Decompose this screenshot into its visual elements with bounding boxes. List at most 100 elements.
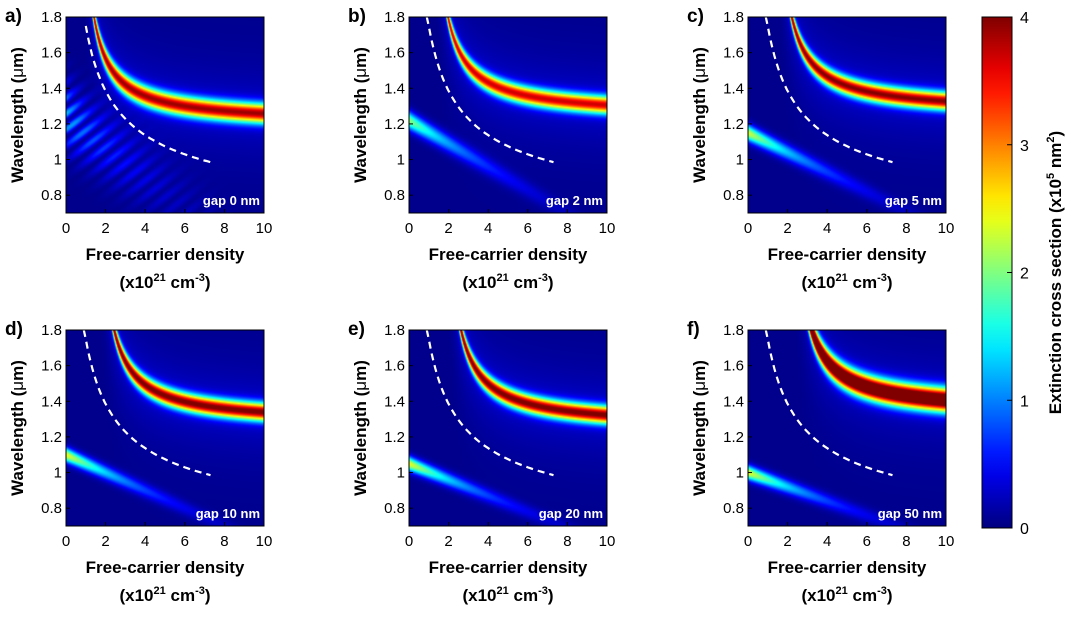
x-tick-label: 10 <box>599 533 616 550</box>
x-axis-unit-label: (x1021 cm-3) <box>801 272 892 292</box>
y-tick-label: 1.2 <box>723 116 744 133</box>
heatmap-image <box>66 330 264 526</box>
x-tick-label: 8 <box>902 220 910 237</box>
y-tick-label: 1 <box>397 465 405 482</box>
x-tick-label: 2 <box>783 220 791 237</box>
x-tick-label: 0 <box>744 533 752 550</box>
y-tick-label: 1.4 <box>384 393 405 410</box>
x-tick-label: 8 <box>902 533 910 550</box>
x-axis-unit-label: (x1021 cm-3) <box>801 585 892 605</box>
y-tick-label: 1.2 <box>384 429 405 446</box>
y-tick-label: 1.6 <box>41 358 62 375</box>
x-tick-label: 4 <box>484 220 492 237</box>
x-tick-label: 10 <box>256 220 273 237</box>
gap-annotation: gap 20 nm <box>539 506 603 521</box>
x-axis-label: Free-carrier density <box>86 245 245 264</box>
x-axis-unit-label: (x1021 cm-3) <box>119 585 210 605</box>
y-tick-label: 0.8 <box>723 187 744 204</box>
y-tick-label: 1.2 <box>41 429 62 446</box>
x-tick-label: 6 <box>524 220 532 237</box>
y-tick-label: 1.4 <box>723 80 744 97</box>
y-tick-label: 1.6 <box>41 45 62 62</box>
x-tick-label: 2 <box>101 220 109 237</box>
x-axis-label: Free-carrier density <box>768 245 927 264</box>
x-tick-label: 0 <box>62 533 70 550</box>
y-tick-label: 1.2 <box>723 429 744 446</box>
x-tick-label: 2 <box>444 533 452 550</box>
dashed-reference-curve <box>425 16 554 164</box>
y-tick-label: 1 <box>397 152 405 169</box>
y-tick-label: 1.8 <box>384 322 405 339</box>
y-tick-label: 0.8 <box>41 187 62 204</box>
y-tick-label: 1.8 <box>723 9 744 26</box>
x-tick-label: 2 <box>783 533 791 550</box>
y-tick-label: 0.8 <box>723 500 744 517</box>
panel-label: b) <box>348 6 366 27</box>
colorbar-tick-label: 2 <box>1020 266 1029 283</box>
y-tick-label: 1.6 <box>723 45 744 62</box>
plot-frame <box>408 329 608 527</box>
y-tick-label: 1 <box>736 465 744 482</box>
dashed-reference-curve <box>764 16 893 164</box>
x-tick-label: 2 <box>101 533 109 550</box>
x-tick-label: 6 <box>863 220 871 237</box>
x-tick-label: 10 <box>938 533 955 550</box>
y-tick-label: 1.8 <box>384 9 405 26</box>
y-tick-label: 1 <box>54 465 62 482</box>
x-axis-unit-label: (x1021 cm-3) <box>119 272 210 292</box>
plot-frame <box>65 16 265 214</box>
x-tick-label: 4 <box>484 533 492 550</box>
x-axis-unit-label: (x1021 cm-3) <box>462 585 553 605</box>
y-axis-label: Wavelength (μm) <box>690 47 709 183</box>
x-axis-label: Free-carrier density <box>429 558 588 577</box>
colorbar-tick-label: 3 <box>1020 138 1029 155</box>
y-tick-label: 0.8 <box>384 500 405 517</box>
y-tick-label: 0.8 <box>41 500 62 517</box>
y-tick-label: 1.8 <box>41 322 62 339</box>
x-tick-label: 0 <box>405 533 413 550</box>
x-tick-label: 4 <box>141 220 149 237</box>
y-tick-label: 0.8 <box>384 187 405 204</box>
x-tick-label: 6 <box>863 533 871 550</box>
panel-c: 0 2 4 6 8 10 0.8 1 1.2 1.4 1.6 1.8 Wavelength (μm) Fr… <box>687 6 954 292</box>
colorbar-label: Extinction cross section (x105 nm2) <box>1045 131 1065 414</box>
y-tick-label: 1.6 <box>384 358 405 375</box>
x-tick-label: 4 <box>823 533 831 550</box>
y-tick-label: 1 <box>54 152 62 169</box>
plot-frame <box>747 329 947 527</box>
y-axis-label: Wavelength (μm) <box>8 360 27 496</box>
panel-label: c) <box>687 6 704 27</box>
x-tick-label: 2 <box>444 220 452 237</box>
x-tick-label: 8 <box>563 220 571 237</box>
plot-frame <box>65 329 265 527</box>
y-axis-label: Wavelength (μm) <box>8 47 27 183</box>
y-tick-label: 1.4 <box>41 80 62 97</box>
colorbar-tick-label: 4 <box>1020 10 1029 27</box>
x-axis-label: Free-carrier density <box>768 558 927 577</box>
x-tick-label: 10 <box>256 533 273 550</box>
heatmap-image <box>66 17 264 213</box>
x-tick-label: 6 <box>524 533 532 550</box>
y-tick-label: 1.6 <box>384 45 405 62</box>
y-tick-label: 1.8 <box>41 9 62 26</box>
y-tick-label: 1.6 <box>723 358 744 375</box>
panel-b: 0 2 4 6 8 10 0.8 1 1.2 1.4 1.6 1.8 Wavelength (μm) Fr… <box>348 6 615 292</box>
x-tick-label: 8 <box>563 533 571 550</box>
gap-annotation: gap 0 nm <box>203 193 260 208</box>
x-tick-label: 8 <box>220 220 228 237</box>
panel-label: a) <box>5 6 22 27</box>
x-axis-label: Free-carrier density <box>86 558 245 577</box>
colorbar-tick-label: 0 <box>1020 521 1029 538</box>
heatmap-image <box>748 17 946 213</box>
x-axis-unit-label: (x1021 cm-3) <box>462 272 553 292</box>
y-tick-label: 1.4 <box>41 393 62 410</box>
plot-frame <box>408 16 608 214</box>
panel-label: d) <box>5 319 23 340</box>
x-tick-label: 4 <box>141 533 149 550</box>
heatmap-image <box>409 330 607 526</box>
y-axis-label: Wavelength (μm) <box>690 360 709 496</box>
panel-d: 0 2 4 6 8 10 0.8 1 1.2 1.4 1.6 1.8 Wavelength (μm) Fr… <box>5 319 272 605</box>
x-axis-label: Free-carrier density <box>429 245 588 264</box>
